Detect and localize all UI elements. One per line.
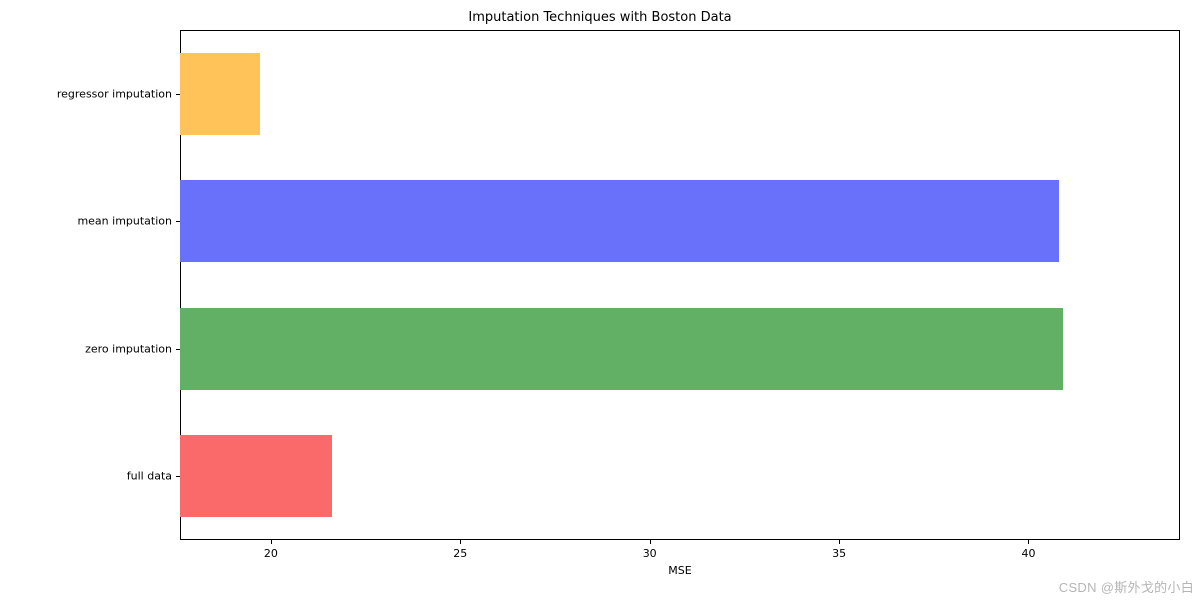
xtick-label: 20 <box>264 547 278 560</box>
bar <box>180 180 1059 262</box>
xtick-label: 25 <box>453 547 467 560</box>
ytick-label: zero imputation <box>85 342 172 355</box>
xtick-label: 30 <box>643 547 657 560</box>
xtick-label: 35 <box>832 547 846 560</box>
xtick-mark <box>1028 540 1029 544</box>
bar <box>180 53 260 135</box>
chart-title: Imputation Techniques with Boston Data <box>0 10 1200 25</box>
xtick-mark <box>271 540 272 544</box>
bar <box>180 308 1063 390</box>
xtick-label: 40 <box>1021 547 1035 560</box>
ytick-label: regressor imputation <box>57 87 172 100</box>
ytick-label: full data <box>127 470 172 483</box>
ytick-label: mean imputation <box>77 215 172 228</box>
bar <box>180 435 332 517</box>
xtick-mark <box>460 540 461 544</box>
xtick-mark <box>839 540 840 544</box>
watermark: CSDN @斯外戈的小白 <box>1059 577 1194 596</box>
x-axis-label: MSE <box>180 564 1180 577</box>
xtick-mark <box>650 540 651 544</box>
